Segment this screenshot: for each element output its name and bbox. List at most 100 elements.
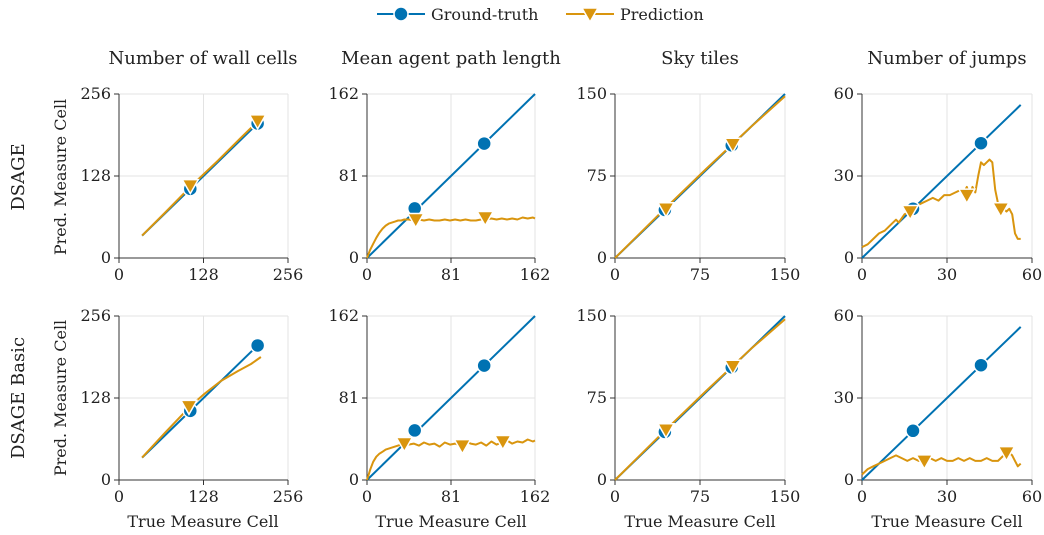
ground-truth-marker: [476, 357, 492, 374]
panel-dsage-basic-wall-cells: 00 128 128 256 256: [80, 306, 303, 506]
y-tick-label: 150: [576, 84, 607, 103]
x-tick-label: 128: [188, 265, 219, 284]
panel-dsage-basic-path-length: 00 81 81 162 162: [328, 306, 550, 506]
prediction-line: [614, 95, 786, 259]
x-tick-label: 0: [114, 265, 124, 284]
x-tick-label: 30: [937, 487, 957, 506]
ground-truth-marker: [905, 423, 921, 439]
x-tick-label: 150: [770, 265, 801, 284]
prediction-marker: [406, 212, 426, 230]
legend: Ground-truth Prediction: [377, 5, 704, 24]
legend-ground-truth-marker: [393, 6, 409, 22]
y-tick-label: 162: [328, 306, 359, 325]
panel-dsage-basic-jumps: 00 30 30 60 60: [834, 306, 1043, 506]
x-tick-label: 30: [937, 265, 957, 284]
y-tick-label: 0: [349, 470, 359, 489]
y-tick-label: 60: [834, 306, 854, 325]
x-axis-label-col4: True Measure Cell: [871, 512, 1022, 531]
y-tick-label: 81: [339, 388, 359, 407]
x-tick-label: 162: [520, 487, 551, 506]
y-tick-label: 0: [101, 248, 111, 267]
ground-truth-line: [861, 104, 1022, 259]
prediction-line: [141, 120, 259, 237]
y-axis-label-row2: Pred. Measure Cell: [51, 320, 70, 476]
col-title-sky-tiles: Sky tiles: [661, 48, 739, 69]
prediction-line: [614, 318, 786, 481]
y-tick-label: 256: [80, 306, 111, 325]
legend-ground-truth-label: Ground-truth: [431, 5, 538, 24]
prediction-marker: [656, 422, 676, 440]
x-tick-label: 0: [857, 487, 867, 506]
y-tick-label: 60: [834, 84, 854, 103]
x-tick-label: 0: [857, 265, 867, 284]
y-tick-label: 0: [597, 470, 607, 489]
col-title-wall-cells: Number of wall cells: [109, 48, 298, 69]
y-tick-label: 30: [834, 388, 854, 407]
y-tick-label: 162: [328, 84, 359, 103]
y-tick-label: 0: [844, 470, 854, 489]
y-tick-label: 0: [101, 470, 111, 489]
y-axis-label-row1: Pred. Measure Cell: [51, 99, 70, 255]
x-tick-label: 0: [114, 487, 124, 506]
col-title-path-length: Mean agent path length: [341, 48, 561, 69]
prediction-marker: [900, 204, 920, 222]
prediction-marker: [723, 137, 743, 154]
y-tick-label: 0: [844, 248, 854, 267]
prediction-marker: [453, 438, 472, 456]
x-tick-label: 60: [1022, 487, 1042, 506]
prediction-marker: [395, 436, 414, 454]
row-label-dsage: DSAGE: [8, 143, 29, 210]
x-axis-label-col1: True Measure Cell: [127, 512, 278, 531]
x-tick-label: 81: [441, 265, 461, 284]
prediction-marker: [181, 178, 200, 196]
ground-truth-line: [861, 326, 1022, 481]
prediction-line: [141, 356, 262, 459]
y-tick-label: 75: [587, 388, 607, 407]
ground-truth-marker: [249, 337, 266, 354]
x-axis-label-col2: True Measure Cell: [375, 512, 526, 531]
ground-truth-line: [366, 315, 536, 481]
y-tick-label: 256: [80, 84, 111, 103]
prediction-marker: [997, 445, 1016, 463]
prediction-marker: [991, 202, 1011, 219]
y-tick-label: 30: [834, 166, 854, 185]
prediction-marker: [179, 399, 199, 416]
y-tick-label: 128: [80, 388, 111, 407]
y-tick-label: 81: [339, 166, 359, 185]
prediction-line: [366, 216, 536, 259]
prediction-marker: [656, 202, 676, 219]
x-tick-label: 128: [188, 487, 219, 506]
y-tick-label: 0: [349, 248, 359, 267]
x-tick-label: 0: [610, 487, 620, 506]
x-tick-label: 0: [362, 265, 372, 284]
y-tick-label: 150: [576, 306, 607, 325]
y-tick-label: 0: [597, 248, 607, 267]
prediction-marker: [915, 454, 934, 471]
panel-dsage-jumps: 00 30 30 60 60: [834, 84, 1043, 284]
x-tick-label: 0: [362, 487, 372, 506]
x-axis-label-col3: True Measure Cell: [624, 512, 775, 531]
x-tick-label: 162: [520, 265, 551, 284]
y-tick-label: 128: [80, 166, 111, 185]
prediction-marker: [493, 434, 513, 452]
x-tick-label: 256: [273, 265, 304, 284]
prediction-marker: [248, 114, 267, 131]
x-tick-label: 0: [610, 265, 620, 284]
panel-dsage-path-length: 00 81 81 162 162: [328, 84, 550, 284]
legend-prediction-label: Prediction: [620, 5, 704, 24]
prediction-marker: [723, 359, 743, 376]
x-tick-label: 75: [690, 487, 710, 506]
ground-truth-marker: [973, 135, 989, 151]
y-tick-label: 75: [587, 166, 607, 185]
panel-dsage-basic-sky-tiles: 00 75 75 150 150: [576, 306, 800, 506]
row-label-dsage-basic: DSAGE Basic: [8, 337, 29, 459]
ground-truth-marker: [973, 357, 989, 373]
ground-truth-line: [141, 344, 259, 459]
panel-dsage-sky-tiles: 00 75 75 150 150: [576, 84, 800, 284]
ground-truth-marker: [406, 422, 423, 439]
ground-truth-line: [366, 93, 536, 259]
legend-prediction-marker: [580, 7, 600, 24]
x-tick-label: 60: [1022, 265, 1042, 284]
x-tick-label: 256: [273, 487, 304, 506]
